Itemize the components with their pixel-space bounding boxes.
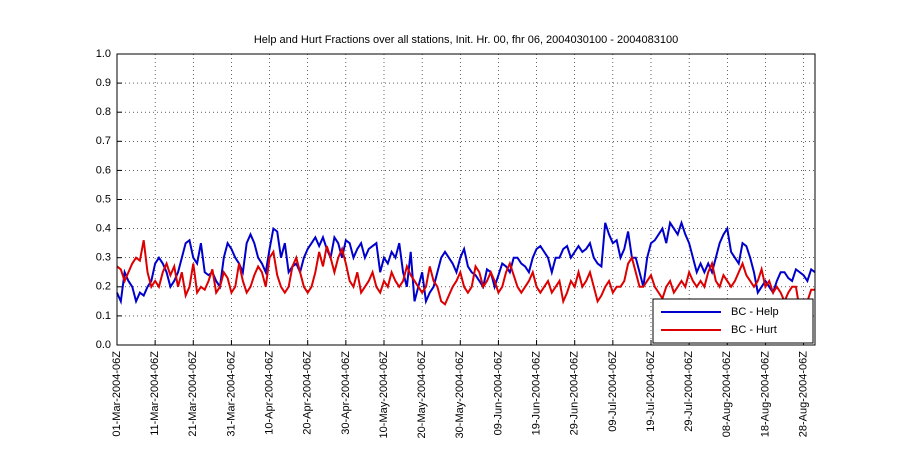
y-tick-label: 0.9: [96, 77, 111, 89]
x-tick-label: 10-Apr-2004-06Z: [263, 351, 275, 435]
x-tick-label: 30-May-2004-06Z: [454, 351, 466, 439]
x-tick-label: 19-Jul-2004-06Z: [645, 351, 657, 432]
x-tick-label: 11-Mar-2004-06Z: [149, 351, 161, 436]
x-tick-label: 30-Apr-2004-06Z: [340, 351, 352, 435]
x-tick-label: 08-Aug-2004-06Z: [721, 351, 733, 438]
legend-label: BC - Help: [731, 306, 779, 318]
x-tick-label: 19-Jun-2004-06Z: [530, 351, 542, 436]
y-tick-label: 0.7: [96, 135, 111, 147]
legend: [652, 298, 814, 344]
x-tick-label: 29-Jun-2004-06Z: [569, 351, 581, 436]
line-series: [116, 219, 816, 306]
y-tick-label: 0.8: [96, 106, 111, 118]
x-tick-label: 10-May-2004-06Z: [378, 351, 390, 439]
plot-frame: [116, 53, 816, 346]
y-tick-label: 0.2: [96, 281, 111, 293]
x-tick-label: 01-Mar-2004-06Z: [111, 351, 123, 437]
x-tick-label: 20-May-2004-06Z: [416, 351, 428, 439]
y-tick-label: 1.0: [96, 48, 111, 60]
x-tick-label: 09-Jul-2004-06Z: [607, 351, 619, 432]
x-tick-label: 28-Aug-2004-06Z: [797, 351, 809, 438]
chart-title: Help and Hurt Fractions over all station…: [254, 34, 678, 46]
x-tick-label: 21-Mar-2004-06Z: [187, 351, 199, 437]
x-tick-label: 29-Jul-2004-06Z: [683, 351, 695, 432]
y-tick-label: 0.5: [96, 193, 111, 205]
x-tick-label: 20-Apr-2004-06Z: [302, 351, 314, 435]
legend-label: BC - Hurt: [731, 324, 777, 336]
y-tick-label: 0.0: [96, 339, 111, 351]
line-series: [116, 240, 815, 331]
y-tick-label: 0.1: [96, 310, 111, 322]
y-tick-label: 0.3: [96, 252, 111, 264]
x-tick-label: 18-Aug-2004-06Z: [759, 351, 771, 438]
y-tick-label: 0.4: [96, 223, 111, 235]
y-tick-label: 0.6: [96, 164, 111, 176]
x-tick-label: 31-Mar-2004-06Z: [225, 351, 237, 437]
x-tick-label: 09-Jun-2004-06Z: [492, 351, 504, 436]
